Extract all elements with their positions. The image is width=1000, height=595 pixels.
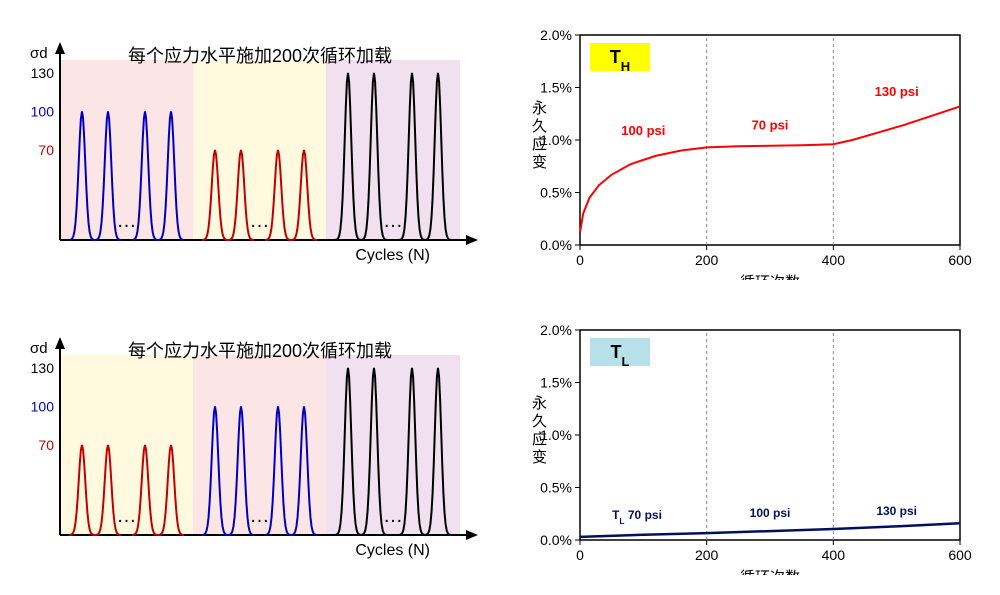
left-top-panel: σd 70 100 130 每个应力水平施加200次循环加载 Cycles (N) … … … bbox=[10, 10, 490, 290]
x-axis-label: Cycles (N) bbox=[355, 247, 430, 264]
y-tick: 130 bbox=[31, 360, 55, 376]
x-tick: 0 bbox=[576, 547, 584, 563]
x-tick: 200 bbox=[695, 547, 719, 563]
y-tick: 1.5% bbox=[540, 375, 572, 391]
y-tick: 100 bbox=[31, 103, 55, 119]
x-axis-label: 循环次数 bbox=[740, 274, 800, 280]
x-axis-label: 循环次数 bbox=[740, 569, 800, 575]
chart-title: 每个应力水平施加200次循环加载 bbox=[128, 46, 392, 66]
y-tick: 2.0% bbox=[540, 27, 572, 43]
y-tick: 70 bbox=[38, 142, 54, 158]
x-tick: 600 bbox=[948, 547, 972, 563]
y-tick: 0.5% bbox=[540, 480, 572, 496]
ellipsis: … bbox=[383, 505, 403, 527]
x-tick: 0 bbox=[576, 252, 584, 268]
right-bottom-panel: 0.0%0.5%1.0%1.5%2.0%0200400600永久应变循环次数TL… bbox=[510, 305, 990, 585]
ellipsis: … bbox=[250, 210, 270, 232]
y-axis-label: σd bbox=[30, 340, 48, 357]
y-tick: 0.5% bbox=[540, 185, 572, 201]
right-top-panel: 0.0%0.5%1.0%1.5%2.0%0200400600永久应变循环次数10… bbox=[510, 10, 990, 290]
ellipsis: … bbox=[117, 210, 137, 232]
data-curve bbox=[580, 523, 960, 537]
y-axis-label: 永久应变 bbox=[532, 395, 547, 466]
ellipsis: … bbox=[383, 210, 403, 232]
y-tick: 70 bbox=[38, 437, 54, 453]
y-tick: 0.0% bbox=[540, 237, 572, 253]
x-tick: 400 bbox=[822, 547, 846, 563]
y-tick: 100 bbox=[31, 398, 55, 414]
annotation: 70 psi bbox=[752, 118, 789, 133]
y-axis-label: 永久应变 bbox=[532, 100, 547, 171]
y-axis-label: σd bbox=[30, 45, 48, 62]
annotation: 100 psi bbox=[621, 123, 665, 138]
annotation: 130 psi bbox=[875, 84, 919, 99]
annotation: TL 70 psi bbox=[612, 508, 662, 526]
left-bottom-panel: σd 70 100 130 每个应力水平施加200次循环加载 Cycles (N) … … … bbox=[10, 305, 490, 585]
x-tick: 400 bbox=[822, 252, 846, 268]
y-tick: 1.5% bbox=[540, 80, 572, 96]
x-tick: 600 bbox=[948, 252, 972, 268]
ellipsis: … bbox=[117, 505, 137, 527]
y-tick: 2.0% bbox=[540, 322, 572, 338]
y-tick: 130 bbox=[31, 65, 55, 81]
ellipsis: … bbox=[250, 505, 270, 527]
annotation: 100 psi bbox=[750, 506, 791, 520]
y-tick: 0.0% bbox=[540, 532, 572, 548]
annotation: 130 psi bbox=[876, 504, 917, 518]
x-tick: 200 bbox=[695, 252, 719, 268]
x-axis-label: Cycles (N) bbox=[355, 542, 430, 559]
chart-title: 每个应力水平施加200次循环加载 bbox=[128, 341, 392, 361]
